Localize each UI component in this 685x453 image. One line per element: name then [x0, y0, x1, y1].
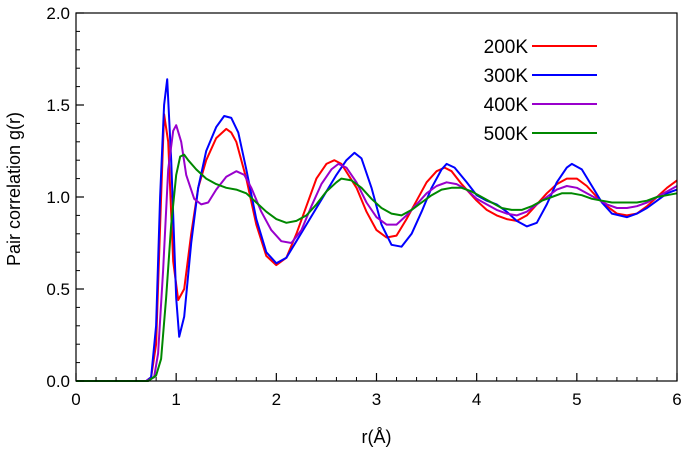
x-tick-label: 0 — [71, 390, 80, 409]
series-line-400K — [76, 124, 678, 382]
legend-label-300K: 300K — [484, 66, 529, 87]
legend: 200K 300K 400K 500K — [484, 37, 597, 145]
x-tick-label: 3 — [372, 390, 381, 409]
legend-label-200K: 200K — [484, 37, 529, 58]
series-line-300K — [76, 78, 678, 382]
series-line-200K — [76, 113, 678, 382]
series-line-500K — [76, 153, 678, 382]
legend-label-500K: 500K — [484, 124, 529, 145]
y-tick-label: 1.5 — [46, 96, 70, 115]
x-tick-label: 1 — [171, 390, 180, 409]
y-axis-label: Pair correlation g(r) — [4, 112, 24, 266]
y-tick-label: 0.0 — [46, 372, 70, 391]
y-tick-label: 0.5 — [46, 280, 70, 299]
legend-label-400K: 400K — [484, 95, 529, 116]
x-tick-label: 2 — [272, 390, 281, 409]
x-tick-label: 6 — [672, 390, 681, 409]
axis-ticks — [75, 12, 678, 382]
y-tick-label: 1.0 — [46, 188, 70, 207]
axis-tick-labels: 0 1 2 3 4 5 6 0.0 0.5 1.0 1.5 2.0 — [46, 4, 681, 409]
x-tick-label: 5 — [572, 390, 581, 409]
x-axis-label: r(Å) — [362, 427, 392, 447]
plot-lines — [76, 78, 678, 382]
y-tick-label: 2.0 — [46, 4, 70, 23]
x-tick-label: 4 — [472, 390, 481, 409]
